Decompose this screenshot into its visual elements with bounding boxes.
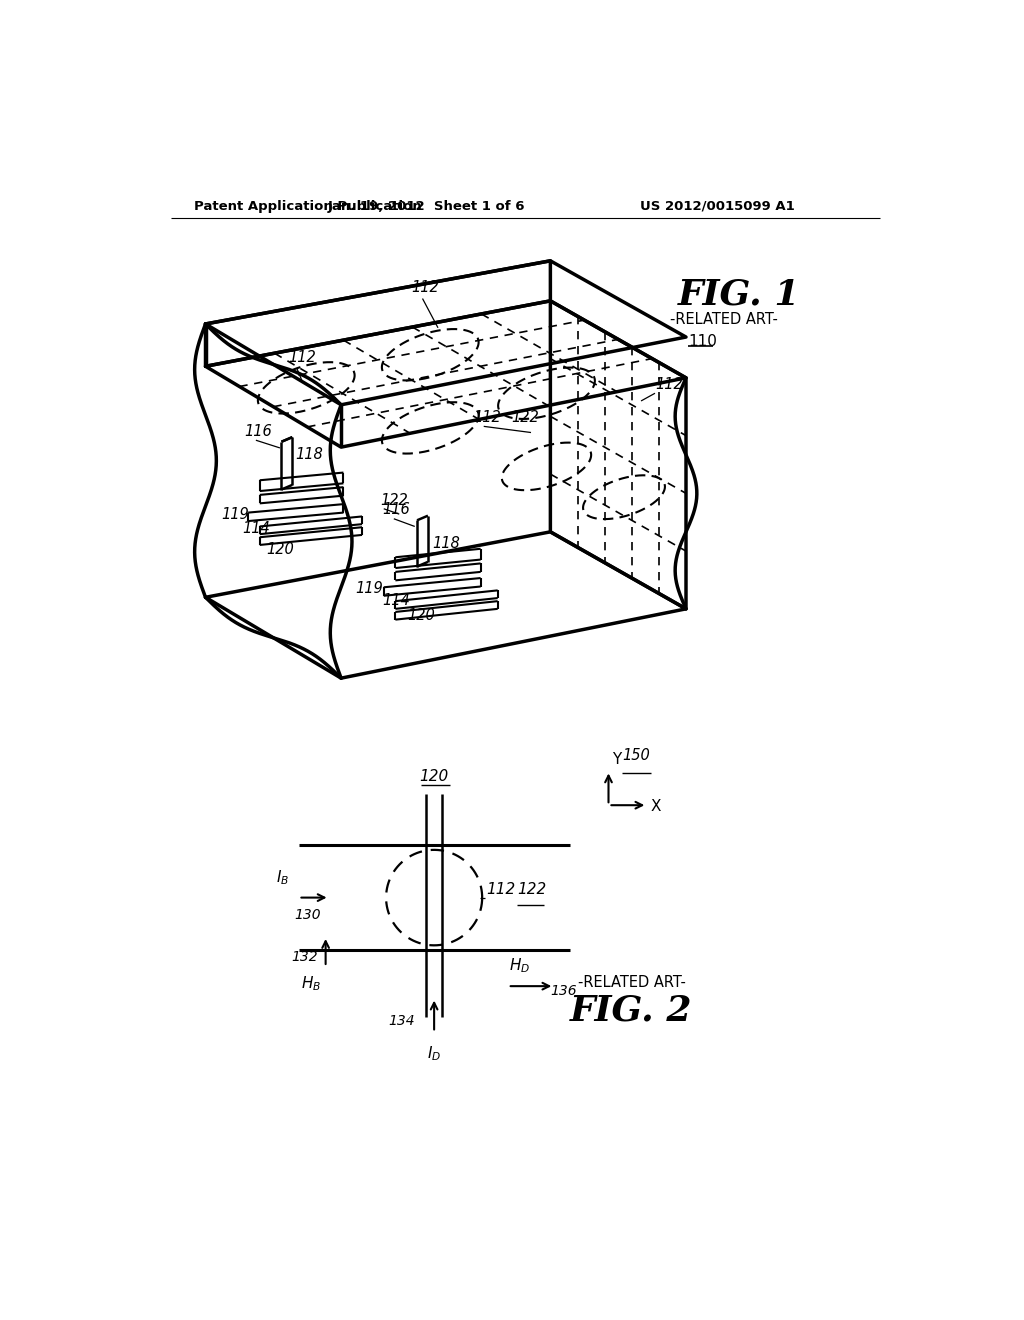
Text: 122: 122: [380, 492, 408, 508]
Text: 118: 118: [432, 536, 460, 550]
Text: $I_D$: $I_D$: [427, 1044, 441, 1063]
Text: US 2012/0015099 A1: US 2012/0015099 A1: [640, 199, 795, 213]
Text: 134: 134: [388, 1014, 415, 1028]
Text: 122: 122: [517, 882, 546, 896]
Text: X: X: [650, 799, 660, 814]
Text: 119: 119: [221, 507, 249, 521]
Text: 118: 118: [295, 446, 324, 462]
Text: 119: 119: [355, 581, 383, 597]
Text: 110: 110: [688, 334, 717, 348]
Text: 120: 120: [420, 768, 449, 784]
Text: 120: 120: [266, 543, 294, 557]
Text: FIG. 2: FIG. 2: [569, 994, 692, 1028]
Text: -RELATED ART-: -RELATED ART-: [578, 974, 685, 990]
Text: 112: 112: [655, 378, 683, 392]
Text: 112: 112: [473, 409, 501, 425]
Text: 150: 150: [623, 748, 650, 763]
Text: 112: 112: [289, 350, 316, 366]
Text: $H_B$: $H_B$: [301, 974, 321, 993]
Text: 136: 136: [550, 985, 577, 998]
Text: 116: 116: [245, 424, 272, 438]
Text: 114: 114: [242, 521, 269, 536]
Text: -RELATED ART-: -RELATED ART-: [671, 313, 778, 327]
Text: Y: Y: [611, 751, 621, 767]
Text: 116: 116: [382, 502, 410, 517]
Text: Jan. 19, 2012  Sheet 1 of 6: Jan. 19, 2012 Sheet 1 of 6: [328, 199, 525, 213]
Text: Patent Application Publication: Patent Application Publication: [194, 199, 422, 213]
Text: 120: 120: [407, 609, 435, 623]
Text: $H_D$: $H_D$: [509, 957, 530, 975]
Text: 132: 132: [291, 950, 317, 964]
Text: 114: 114: [382, 593, 410, 609]
Text: FIG. 1: FIG. 1: [678, 277, 801, 312]
Text: 112: 112: [411, 280, 438, 296]
Text: 122: 122: [511, 409, 539, 425]
Text: $I_B$: $I_B$: [276, 869, 289, 887]
Text: 130: 130: [295, 908, 322, 923]
Text: 112: 112: [486, 882, 515, 896]
